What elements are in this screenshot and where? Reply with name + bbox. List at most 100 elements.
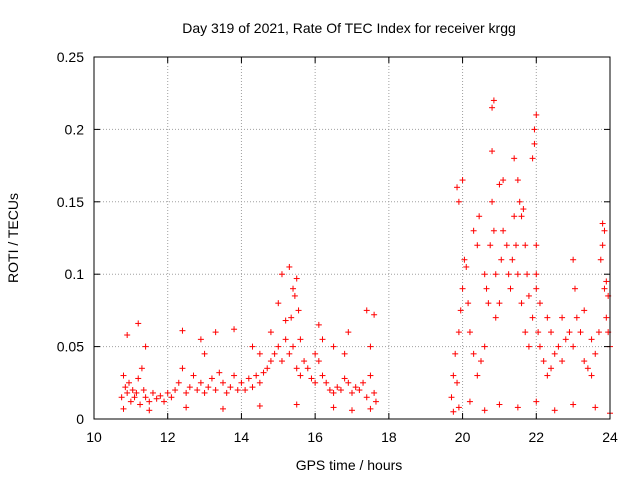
data-point [164,389,171,396]
data-point [288,314,295,321]
data-point [452,350,459,357]
data-point [146,407,153,414]
data-point [461,256,468,263]
data-point [334,384,341,391]
data-point [190,372,197,379]
data-point [297,336,304,343]
x-tick-label: 20 [455,429,471,445]
data-point [584,365,591,372]
data-point [157,392,164,399]
data-point [297,372,304,379]
data-point [220,405,226,412]
data-point [505,271,512,278]
data-point [514,404,521,411]
data-point [330,404,337,411]
data-point [511,155,518,162]
data-point [509,256,516,263]
data-point [249,384,256,391]
data-point [238,379,245,386]
y-tick-label: 0.1 [65,266,85,282]
data-point [122,384,129,391]
data-point [466,329,473,336]
data-point [267,329,274,336]
data-point [140,387,147,394]
data-point [337,387,344,394]
data-point [559,358,566,365]
data-point [133,389,140,396]
y-tick-label: 0.05 [57,339,84,355]
data-point [514,177,521,184]
data-point [531,140,538,147]
data-point [208,375,215,382]
data-point [371,311,378,318]
data-point [450,408,457,415]
data-point [293,365,300,372]
data-point [205,384,212,391]
data-point [118,394,125,401]
data-point [570,343,577,350]
data-point [531,126,538,133]
data-point [264,365,271,372]
data-point [562,336,569,343]
data-point [197,379,204,386]
data-point [179,327,186,334]
data-point [463,263,470,270]
data-point [275,343,282,350]
data-point [533,285,540,292]
data-point [457,307,464,314]
data-point [345,329,352,336]
data-point [304,365,311,372]
data-point [601,285,608,292]
data-point [481,271,488,278]
data-point [126,379,133,386]
data-point [282,317,289,324]
data-point [352,384,359,391]
data-point [496,181,503,188]
data-point [153,395,160,402]
data-point [599,220,606,227]
y-tick-label: 0.15 [57,194,84,210]
data-point [201,389,208,396]
data-point [326,387,333,394]
data-point [513,242,520,249]
data-point [588,372,595,379]
data-point [496,300,503,307]
data-point [290,285,297,292]
data-point [599,242,606,249]
data-point [492,271,499,278]
data-point [282,336,289,343]
data-point [367,405,374,412]
data-point [522,329,529,336]
data-point [478,358,484,365]
data-point [227,384,234,391]
data-point [267,358,274,365]
data-point [138,365,145,372]
data-point [341,375,348,382]
data-point [588,336,595,343]
data-point [470,350,477,357]
data-point [308,375,315,382]
data-point [529,314,536,321]
data-point [149,389,156,396]
data-point [507,285,514,292]
data-point [525,292,532,299]
data-point [566,329,573,336]
data-point [330,389,337,396]
data-point [253,372,260,379]
data-point [522,242,529,249]
data-point [349,407,355,414]
data-point [490,97,497,104]
data-point [536,300,543,307]
data-point [120,405,127,412]
data-point [223,389,230,396]
x-tick-label: 22 [528,429,544,445]
data-point [483,285,490,292]
data-point [595,329,602,336]
data-point [256,350,263,357]
data-point [295,307,302,314]
data-point [570,401,577,408]
data-point [544,372,551,379]
data-point [476,213,483,220]
data-point [581,358,588,365]
